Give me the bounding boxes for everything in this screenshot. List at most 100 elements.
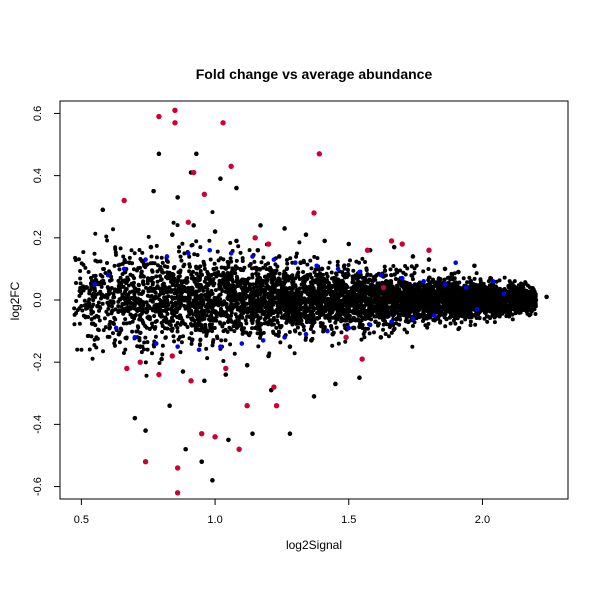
scatter-point: [95, 327, 100, 332]
scatter-point: [288, 256, 293, 261]
scatter-point: [311, 330, 316, 335]
scatter-point: [247, 295, 252, 300]
scatter-point: [385, 314, 390, 319]
scatter-point: [205, 356, 210, 361]
scatter-point: [426, 294, 431, 299]
scatter-point: [353, 318, 358, 323]
scatter-point: [217, 278, 222, 283]
y-tick-label: -0.6: [32, 477, 44, 496]
scatter-point: [289, 316, 294, 321]
scatter-point: [265, 308, 270, 313]
scatter-point: [234, 303, 239, 308]
scatter-point: [165, 264, 170, 269]
scatter-point: [277, 271, 282, 276]
scatter-point: [173, 283, 178, 288]
scatter-point: [220, 324, 225, 329]
scatter-point: [477, 293, 482, 298]
scatter-point: [96, 314, 101, 319]
scatter-point: [255, 331, 260, 336]
scatter-point: [469, 279, 474, 284]
scatter-point: [217, 293, 222, 298]
scatter-point: [333, 320, 338, 325]
scatter-point: [142, 340, 147, 345]
scatter-point: [322, 325, 327, 330]
scatter-point: [261, 265, 266, 270]
scatter-point: [152, 304, 157, 309]
scatter-point: [181, 334, 186, 339]
scatter-point: [105, 260, 110, 265]
scatter-point: [262, 295, 267, 300]
scatter-point: [409, 264, 414, 269]
scatter-point: [368, 273, 373, 278]
scatter-point: [260, 283, 265, 288]
scatter-point: [150, 269, 155, 274]
scatter-point: [343, 313, 348, 318]
scatter-point: [412, 304, 417, 309]
scatter-point: [171, 272, 176, 277]
scatter-point: [149, 294, 154, 299]
scatter-point: [153, 325, 158, 330]
scatter-point: [157, 360, 162, 365]
scatter-point: [176, 249, 181, 254]
scatter-point: [127, 290, 132, 295]
scatter-point: [317, 291, 322, 296]
scatter-point: [82, 298, 87, 303]
scatter-point: [485, 319, 490, 324]
scatter-point: [364, 268, 369, 273]
scatter-point: [81, 313, 86, 318]
scatter-point: [196, 265, 201, 270]
scatter-point: [78, 281, 83, 286]
scatter-point: [131, 302, 136, 307]
scatter-point: [156, 302, 161, 307]
scatter-point: [388, 267, 393, 272]
scatter-point: [218, 297, 223, 302]
scatter-point: [468, 319, 473, 324]
scatter-point: [261, 330, 266, 335]
scatter-point: [403, 263, 408, 268]
scatter-point: [228, 342, 233, 347]
scatter-point: [284, 291, 289, 296]
scatter-point: [360, 326, 365, 331]
scatter-point: [460, 314, 465, 319]
scatter-point: [221, 302, 226, 307]
scatter-point: [208, 257, 213, 262]
scatter-point: [382, 319, 387, 324]
scatter-point: [263, 262, 268, 267]
scatter-point: [455, 301, 460, 306]
scatter-point: [218, 313, 223, 318]
scatter-point: [93, 231, 98, 236]
scatter-point: [270, 294, 275, 299]
scatter-point: [165, 259, 170, 264]
scatter-point: [86, 315, 91, 320]
scatter-point: [145, 262, 150, 267]
scatter-point: [461, 276, 466, 281]
scatter-point: [152, 314, 157, 319]
scatter-point: [247, 263, 252, 268]
scatter-point: [319, 279, 324, 284]
scatter-point: [198, 338, 203, 343]
scatter-point: [165, 272, 170, 277]
scatter-point: [176, 270, 181, 275]
scatter-point: [182, 251, 187, 256]
scatter-point: [392, 272, 397, 277]
scatter-point: [250, 326, 255, 331]
scatter-point: [302, 260, 307, 265]
scatter-point: [178, 334, 183, 339]
scatter-point: [187, 254, 192, 259]
scatter-point: [308, 258, 313, 263]
scatter-point: [299, 290, 304, 295]
scatter-point: [225, 313, 230, 318]
scatter-point: [413, 309, 418, 314]
scatter-point: [293, 284, 298, 289]
scatter-point: [284, 287, 289, 292]
scatter-point: [330, 343, 335, 348]
scatter-point: [305, 273, 310, 278]
scatter-point: [390, 292, 395, 297]
scatter-point: [250, 266, 255, 271]
scatter-point: [327, 289, 332, 294]
scatter-point: [105, 300, 110, 305]
scatter-point: [367, 277, 372, 282]
scatter-point: [250, 272, 255, 277]
scatter-point: [300, 305, 305, 310]
scatter-point: [149, 321, 154, 326]
